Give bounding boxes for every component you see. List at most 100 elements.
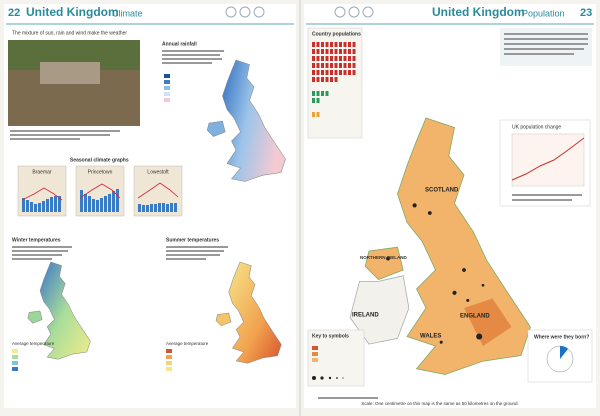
population-map (349, 117, 532, 376)
person-icon (330, 56, 333, 61)
climate-graphs (17, 165, 183, 217)
person-icon (339, 63, 342, 68)
photo-houses (40, 62, 100, 84)
person-icon (348, 70, 351, 75)
key-swatches (312, 346, 318, 362)
person-icon (316, 42, 320, 47)
photo-caption: The mixture of sun, rain and wind make t… (12, 30, 127, 36)
person-icon (343, 70, 347, 75)
person-icon (330, 77, 333, 82)
person-icon (343, 63, 347, 68)
page-title: United Kingdom (26, 5, 119, 19)
person-icon (325, 77, 329, 82)
winter-text (12, 246, 72, 260)
born-pie-slice (560, 346, 568, 359)
summer-text (166, 246, 228, 260)
person-icon (330, 63, 333, 68)
rainfall-key (164, 74, 170, 102)
person-icon (321, 56, 324, 61)
person-icon (312, 112, 315, 117)
person-icon (312, 42, 315, 47)
page-subtitle: Population (522, 8, 565, 18)
person-icon (312, 91, 315, 96)
person-icon (325, 56, 329, 61)
summer-key-title: Average temperature (166, 341, 209, 346)
person-icon (321, 70, 324, 75)
person-icon (343, 42, 347, 47)
person-icon (325, 42, 329, 47)
person-icon (334, 63, 338, 68)
region-label: ENGLAND (460, 314, 490, 320)
graph-place: Lowestoft (147, 169, 169, 175)
person-icon (312, 56, 315, 61)
key-title: Key to symbols (312, 333, 349, 339)
person-icon (316, 91, 320, 96)
change-plot (511, 133, 585, 187)
person-icon (339, 70, 342, 75)
person-icon (334, 77, 338, 82)
person-icon (343, 56, 347, 61)
born-title: Where were they born? (534, 334, 589, 340)
person-icon (334, 49, 338, 54)
person-icon (312, 70, 315, 75)
person-icon (334, 42, 338, 47)
winter-title: Winter temperatures (12, 237, 61, 243)
person-icon (312, 49, 315, 54)
person-icon (316, 63, 320, 68)
winter-key-title: Average temperature (12, 341, 55, 346)
person-icon (316, 49, 320, 54)
person-icon (334, 70, 338, 75)
person-icon (352, 56, 356, 61)
globe-icons (225, 6, 265, 18)
person-icon (330, 42, 333, 47)
rainfall-title: Annual rainfall (162, 41, 197, 47)
person-icon (330, 70, 333, 75)
globe-icons (334, 6, 374, 18)
person-icon (348, 56, 351, 61)
person-icon (321, 42, 324, 47)
change-text (512, 194, 582, 201)
change-line (511, 137, 585, 181)
scale-note: Scale: One centimetre on this map is the… (361, 401, 519, 406)
summer-key (166, 349, 172, 371)
person-icon (325, 63, 329, 68)
region-label: NORTHERN IRELAND (360, 255, 407, 260)
person-icon (348, 63, 351, 68)
person-icon (343, 49, 347, 54)
region-label: SCOTLAND (425, 188, 459, 194)
graph-place: Braemar (32, 169, 52, 175)
person-icon (352, 70, 356, 75)
person-icon (321, 49, 324, 54)
person-icon (321, 63, 324, 68)
page-number: 22 (8, 7, 20, 19)
person-icon (316, 56, 320, 61)
person-icon (339, 42, 342, 47)
person-icon (352, 42, 356, 47)
person-icon (325, 91, 329, 96)
intro-text (504, 33, 588, 55)
change-title: UK population change (512, 124, 561, 130)
people-icons (312, 42, 356, 117)
region-label: IRELAND (352, 313, 379, 319)
summer-title: Summer temperatures (166, 237, 219, 243)
key-dots (312, 376, 344, 380)
person-icon (334, 56, 338, 61)
region-label: WALES (420, 334, 441, 340)
person-icon (348, 42, 351, 47)
person-icon (325, 49, 329, 54)
person-icon (330, 49, 333, 54)
person-icon (312, 77, 315, 82)
person-icon (316, 70, 320, 75)
winter-key (12, 349, 18, 371)
person-icon (352, 63, 356, 68)
page-subtitle: Climate (112, 8, 143, 18)
page-number: 23 (580, 7, 592, 19)
person-icon (316, 112, 320, 117)
person-icon (339, 49, 342, 54)
page-title: United Kingdom (432, 5, 525, 19)
rainfall-text (162, 50, 224, 64)
person-icon (339, 56, 342, 61)
person-icon (316, 98, 320, 103)
graphs-title: Seasonal climate graphs (70, 157, 129, 163)
